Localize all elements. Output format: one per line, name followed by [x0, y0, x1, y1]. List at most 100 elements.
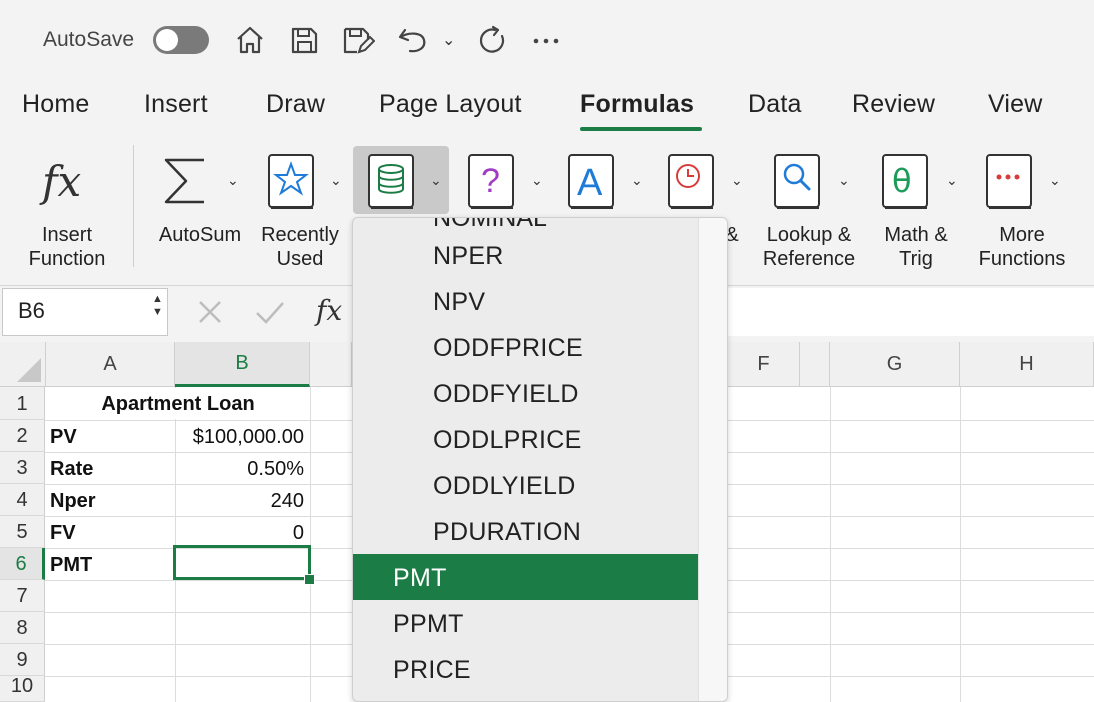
dropdown-item-oddlyield[interactable]: ODDLYIELD	[433, 472, 576, 500]
name-box-value[interactable]: B6	[18, 298, 45, 323]
cell-b2[interactable]: $100,000.00	[192, 426, 304, 448]
recently-used-chevron-down-icon[interactable]: ⌄	[330, 172, 342, 188]
column-header-g[interactable]: G	[830, 342, 960, 387]
cell-a4[interactable]: Nper	[50, 490, 96, 512]
text-a-icon[interactable]: A	[566, 152, 618, 212]
more-functions-icon[interactable]	[984, 152, 1036, 212]
row-header-5[interactable]: 5	[0, 516, 45, 548]
row-header-8[interactable]: 8	[0, 612, 45, 644]
tab-page-layout[interactable]: Page Layout	[379, 90, 522, 118]
logical-question-icon[interactable]: ?	[466, 152, 518, 212]
tab-review[interactable]: Review	[852, 90, 936, 118]
redo-icon[interactable]	[474, 22, 510, 58]
lookup-reference-label[interactable]: Lookup & Reference	[762, 224, 856, 270]
ribbon-separator	[133, 145, 134, 267]
financial-database-icon[interactable]	[366, 152, 418, 212]
cell-a2[interactable]: PV	[50, 426, 77, 448]
more-icon[interactable]	[528, 22, 564, 58]
row-header-3[interactable]: 3	[0, 452, 45, 484]
tab-formulas[interactable]: Formulas	[580, 90, 695, 118]
row-header-1[interactable]: 1	[0, 387, 45, 420]
dropdown-item-oddfyield[interactable]: ODDFYIELD	[433, 380, 579, 408]
row-header-6[interactable]: 6	[0, 548, 45, 580]
cell-a3[interactable]: Rate	[50, 458, 94, 480]
text-chevron-down-icon[interactable]: ⌄	[631, 172, 643, 188]
row-header-4[interactable]: 4	[0, 484, 45, 516]
lookup-search-icon[interactable]	[772, 152, 824, 212]
lookup-chevron-down-icon[interactable]: ⌄	[838, 172, 850, 188]
cell-a6[interactable]: PMT	[50, 554, 93, 576]
dropdown-item-oddfprice[interactable]: ODDFPRICE	[433, 334, 583, 362]
grid-line	[830, 387, 831, 702]
cell-a1-title[interactable]: Apartment Loan	[101, 393, 255, 415]
name-box[interactable]	[2, 288, 168, 336]
dropdown-item-ppmt[interactable]: PPMT	[393, 610, 464, 638]
date-time-clock-icon[interactable]	[666, 152, 718, 212]
dropdown-item-price[interactable]: PRICE	[393, 656, 471, 684]
column-header-f-right	[800, 342, 830, 387]
recently-used-label[interactable]: Recently Used	[261, 224, 339, 270]
insert-function-label: Insert Function	[28, 224, 106, 270]
fx-icon[interactable]: fx	[316, 294, 343, 327]
enter-check-icon[interactable]	[254, 298, 286, 331]
svg-text:θ: θ	[892, 162, 912, 200]
autosave-toggle[interactable]	[153, 26, 209, 54]
row-header-2[interactable]: 2	[0, 420, 45, 452]
row-header-7[interactable]: 7	[0, 580, 45, 612]
undo-icon[interactable]	[395, 22, 431, 58]
cell-b4[interactable]: 240	[270, 490, 304, 512]
title-bar: AutoSave ⌄	[0, 0, 1094, 80]
cancel-x-icon[interactable]	[196, 298, 224, 331]
column-header-c[interactable]	[310, 342, 352, 387]
autosum-label[interactable]: AutoSum	[158, 224, 242, 246]
column-header-a[interactable]: A	[46, 342, 175, 387]
undo-chevron-down-icon[interactable]: ⌄	[442, 32, 456, 49]
cell-b3[interactable]: 0.50%	[247, 458, 304, 480]
insert-function-icon[interactable]: fx	[38, 150, 100, 212]
tab-data[interactable]: Data	[748, 90, 802, 118]
tab-draw[interactable]: Draw	[266, 90, 326, 118]
toggle-knob	[156, 29, 178, 51]
name-box-stepper-icon[interactable]: ▲ ▼	[152, 293, 163, 318]
autosum-icon[interactable]	[160, 150, 212, 212]
financial-chevron-down-icon[interactable]: ⌄	[430, 172, 442, 188]
cell-a5[interactable]: FV	[50, 522, 76, 544]
save-icon[interactable]	[286, 22, 322, 58]
autosum-chevron-down-icon[interactable]: ⌄	[227, 172, 239, 188]
grid-line	[175, 387, 176, 702]
select-all-corner[interactable]	[0, 342, 46, 387]
column-header-b[interactable]: B	[175, 342, 310, 387]
dropdown-item-pmt[interactable]: PMT	[393, 564, 447, 592]
more-functions-label[interactable]: More Functions	[978, 224, 1066, 270]
dropdown-scrollbar[interactable]	[698, 218, 727, 701]
tab-view[interactable]: View	[988, 90, 1043, 118]
math-trig-label[interactable]: Math & Trig	[884, 224, 948, 270]
merged-cell-cover	[174, 388, 177, 419]
tab-home[interactable]: Home	[22, 90, 90, 118]
dropdown-item-cut-off[interactable]: NOMINAL	[433, 217, 547, 232]
save-as-icon[interactable]	[340, 22, 376, 58]
home-icon[interactable]	[232, 22, 268, 58]
row-header-10[interactable]: 10	[0, 675, 45, 702]
math-chevron-down-icon[interactable]: ⌄	[946, 172, 958, 188]
recently-used-star-icon[interactable]	[266, 152, 318, 212]
date-time-label-partial: &	[725, 224, 739, 246]
svg-text:A: A	[577, 162, 603, 204]
grid-line	[960, 387, 961, 702]
column-header-f[interactable]: F	[728, 342, 800, 387]
dropdown-item-pduration[interactable]: PDURATION	[433, 518, 582, 546]
autosave-label: AutoSave	[43, 28, 135, 51]
logical-chevron-down-icon[interactable]: ⌄	[531, 172, 543, 188]
dropdown-item-npv[interactable]: NPV	[433, 288, 486, 316]
math-theta-icon[interactable]: θ	[880, 152, 932, 212]
fill-handle[interactable]	[304, 574, 315, 585]
active-cell-b6[interactable]	[173, 545, 311, 580]
dropdown-item-nper[interactable]: NPER	[433, 242, 504, 270]
row-header-9[interactable]: 9	[0, 644, 45, 676]
tab-insert[interactable]: Insert	[144, 90, 208, 118]
column-header-h[interactable]: H	[960, 342, 1094, 387]
dropdown-item-oddlprice[interactable]: ODDLPRICE	[433, 426, 582, 454]
more-functions-chevron-down-icon[interactable]: ⌄	[1049, 172, 1061, 188]
cell-b5[interactable]: 0	[292, 522, 304, 544]
date-time-chevron-down-icon[interactable]: ⌄	[731, 172, 743, 188]
